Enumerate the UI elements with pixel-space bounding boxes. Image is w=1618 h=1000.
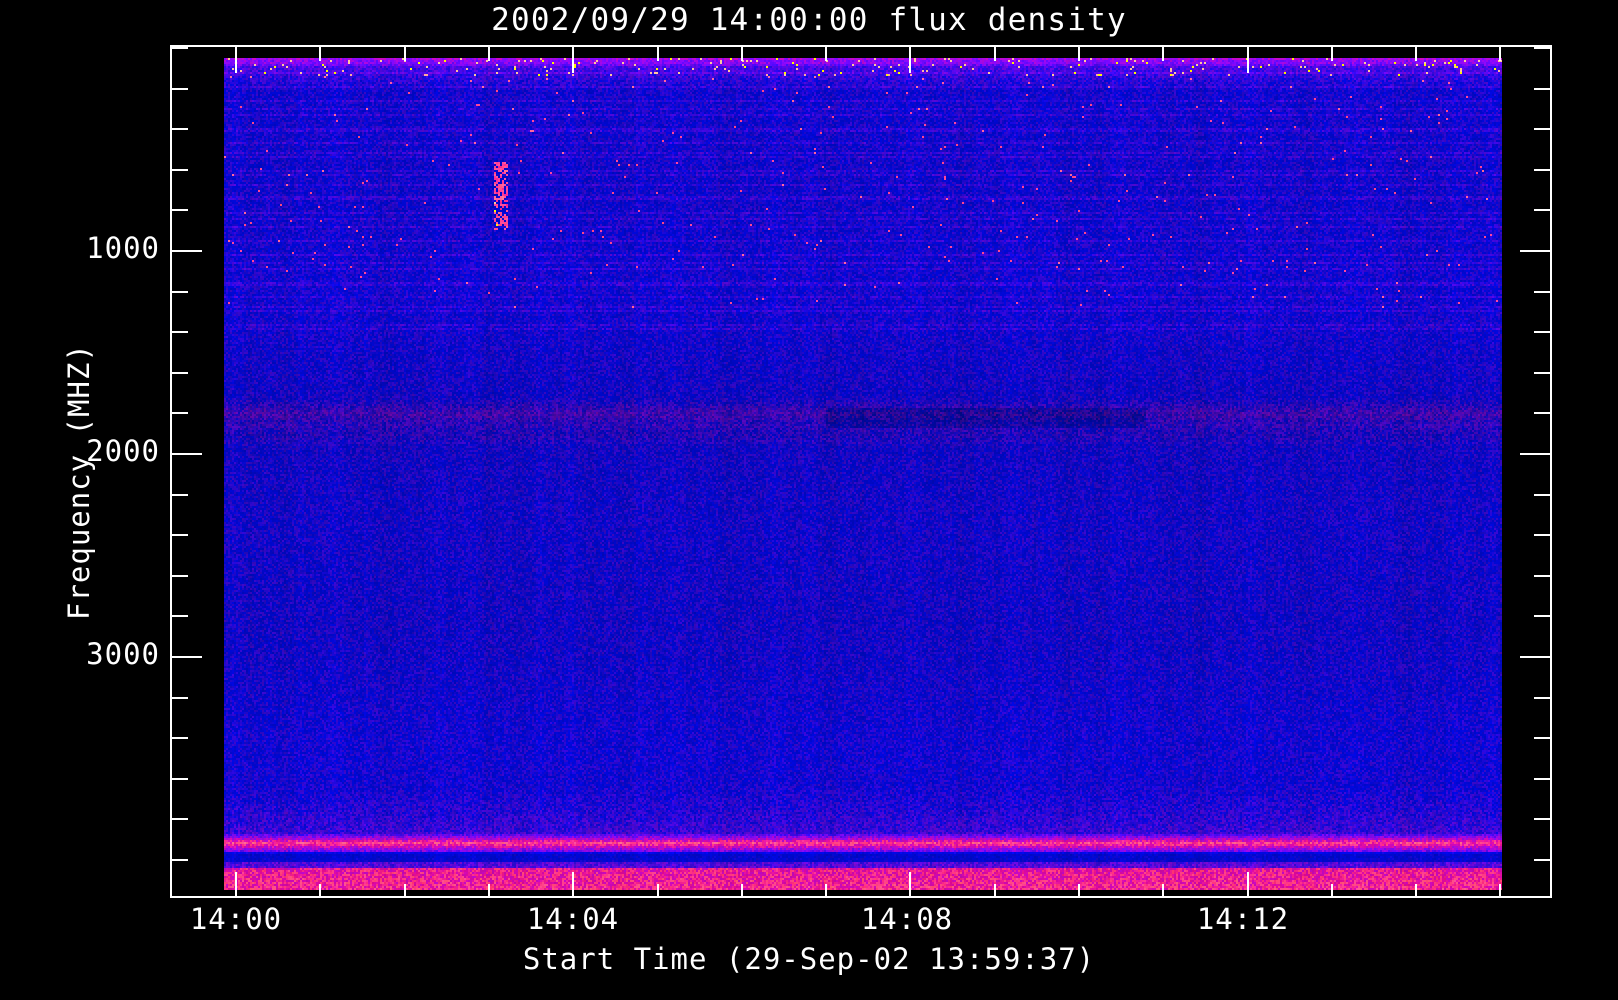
x-axis-title: Start Time (29-Sep-02 13:59:37) (522, 942, 1096, 976)
y-axis-minor-tick (172, 209, 188, 211)
x-axis-major-tick-top (572, 47, 574, 73)
x-axis-minor-tick (1499, 884, 1501, 898)
y-axis-minor-tick (172, 88, 188, 90)
x-axis-minor-tick-top (1331, 47, 1333, 61)
x-axis-minor-tick (404, 884, 406, 898)
y-axis-major-tick-right (1520, 453, 1550, 455)
y-axis-minor-tick-right (1534, 128, 1550, 130)
x-axis-minor-tick-top (319, 47, 321, 61)
y-axis-minor-tick (172, 494, 188, 496)
y-axis-major-tick (172, 250, 202, 252)
x-axis-minor-tick-top (488, 47, 490, 61)
x-axis-minor-tick-top (1162, 47, 1164, 61)
x-axis-tick-label: 14:00 (189, 902, 283, 936)
x-axis-tick-label: 14:04 (526, 902, 620, 936)
y-axis-minor-tick (172, 615, 188, 617)
y-axis-minor-tick (172, 818, 188, 820)
x-axis-minor-tick (488, 884, 490, 898)
x-axis-minor-tick-top (1499, 47, 1501, 61)
y-axis-minor-tick-right (1534, 615, 1550, 617)
y-axis-minor-tick-right (1534, 291, 1550, 293)
y-axis-minor-tick-right (1534, 47, 1550, 49)
y-axis-minor-tick (172, 169, 188, 171)
x-axis-minor-tick-top (825, 47, 827, 61)
x-axis-minor-tick (1162, 884, 1164, 898)
y-axis-minor-tick-right (1534, 494, 1550, 496)
x-axis-minor-tick (741, 884, 743, 898)
y-axis-title: Frequency (MHZ) (62, 343, 96, 620)
y-axis-tick-label: 3000 (86, 637, 160, 671)
x-axis-major-tick-top (235, 47, 237, 73)
y-axis-minor-tick-right (1534, 859, 1550, 861)
y-axis-minor-tick-right (1534, 737, 1550, 739)
y-axis-minor-tick-right (1534, 331, 1550, 333)
y-axis-minor-tick (172, 859, 188, 861)
x-axis-major-tick (572, 872, 574, 898)
y-axis-tick-label: 1000 (86, 231, 160, 265)
y-axis-minor-tick (172, 534, 188, 536)
x-axis-major-tick (1247, 872, 1249, 898)
y-axis-major-tick (172, 656, 202, 658)
y-axis-minor-tick-right (1534, 534, 1550, 536)
y-axis-tick-label: 2000 (86, 434, 160, 468)
y-axis-minor-tick-right (1534, 412, 1550, 414)
y-axis-minor-tick-right (1534, 778, 1550, 780)
x-axis-minor-tick (1331, 884, 1333, 898)
y-axis-minor-tick-right (1534, 575, 1550, 577)
y-axis-minor-tick-right (1534, 372, 1550, 374)
x-axis-major-tick (235, 872, 237, 898)
x-axis-minor-tick (994, 884, 996, 898)
x-axis-minor-tick (1078, 884, 1080, 898)
y-axis-minor-tick (172, 331, 188, 333)
x-axis-major-tick-top (909, 47, 911, 73)
x-axis-minor-tick-top (741, 47, 743, 61)
y-axis-minor-tick-right (1534, 88, 1550, 90)
x-axis-major-tick-top (1247, 47, 1249, 73)
y-axis-minor-tick (172, 737, 188, 739)
page-title: 2002/09/29 14:00:00 flux density (491, 2, 1127, 38)
y-axis-minor-tick (172, 291, 188, 293)
x-axis-minor-tick (1415, 884, 1417, 898)
x-axis-tick-label: 14:12 (1196, 902, 1290, 936)
y-axis-minor-tick (172, 47, 188, 49)
y-axis-minor-tick (172, 372, 188, 374)
y-axis-minor-tick (172, 778, 188, 780)
x-axis-minor-tick (825, 884, 827, 898)
x-axis-minor-tick (657, 884, 659, 898)
x-axis-minor-tick-top (1415, 47, 1417, 61)
x-axis-major-tick (909, 872, 911, 898)
spectrogram-image (224, 58, 1502, 890)
y-axis-major-tick-right (1520, 656, 1550, 658)
y-axis-major-tick (172, 453, 202, 455)
y-axis-minor-tick-right (1534, 697, 1550, 699)
y-axis-minor-tick-right (1534, 209, 1550, 211)
y-axis-major-tick-right (1520, 250, 1550, 252)
x-axis-minor-tick-top (994, 47, 996, 61)
x-axis-tick-label: 14:08 (860, 902, 954, 936)
y-axis-minor-tick (172, 128, 188, 130)
y-axis-minor-tick (172, 575, 188, 577)
y-axis-minor-tick-right (1534, 818, 1550, 820)
y-axis-minor-tick (172, 412, 188, 414)
y-axis-minor-tick-right (1534, 169, 1550, 171)
y-axis-minor-tick (172, 697, 188, 699)
x-axis-minor-tick-top (404, 47, 406, 61)
x-axis-minor-tick-top (1078, 47, 1080, 61)
x-axis-minor-tick (319, 884, 321, 898)
x-axis-minor-tick-top (657, 47, 659, 61)
